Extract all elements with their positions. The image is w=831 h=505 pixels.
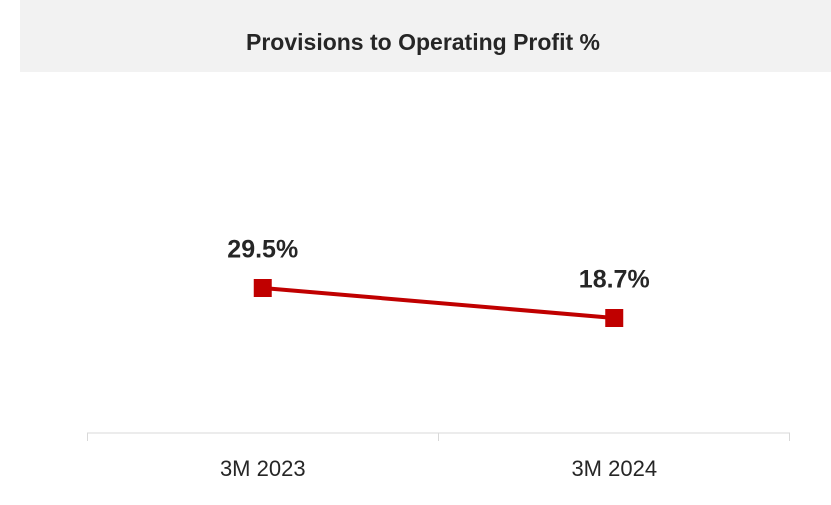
header-band (20, 0, 831, 72)
x-tick-label: 3M 2023 (220, 456, 306, 481)
marker (253, 279, 272, 297)
marker (605, 309, 624, 327)
data-label: 29.5% (227, 236, 298, 264)
chart-title: Provisions to Operating Profit % (246, 29, 600, 55)
data-label: 18.7% (579, 266, 650, 294)
line (262, 286, 615, 320)
x-tick-label: 3M 2024 (571, 456, 657, 481)
